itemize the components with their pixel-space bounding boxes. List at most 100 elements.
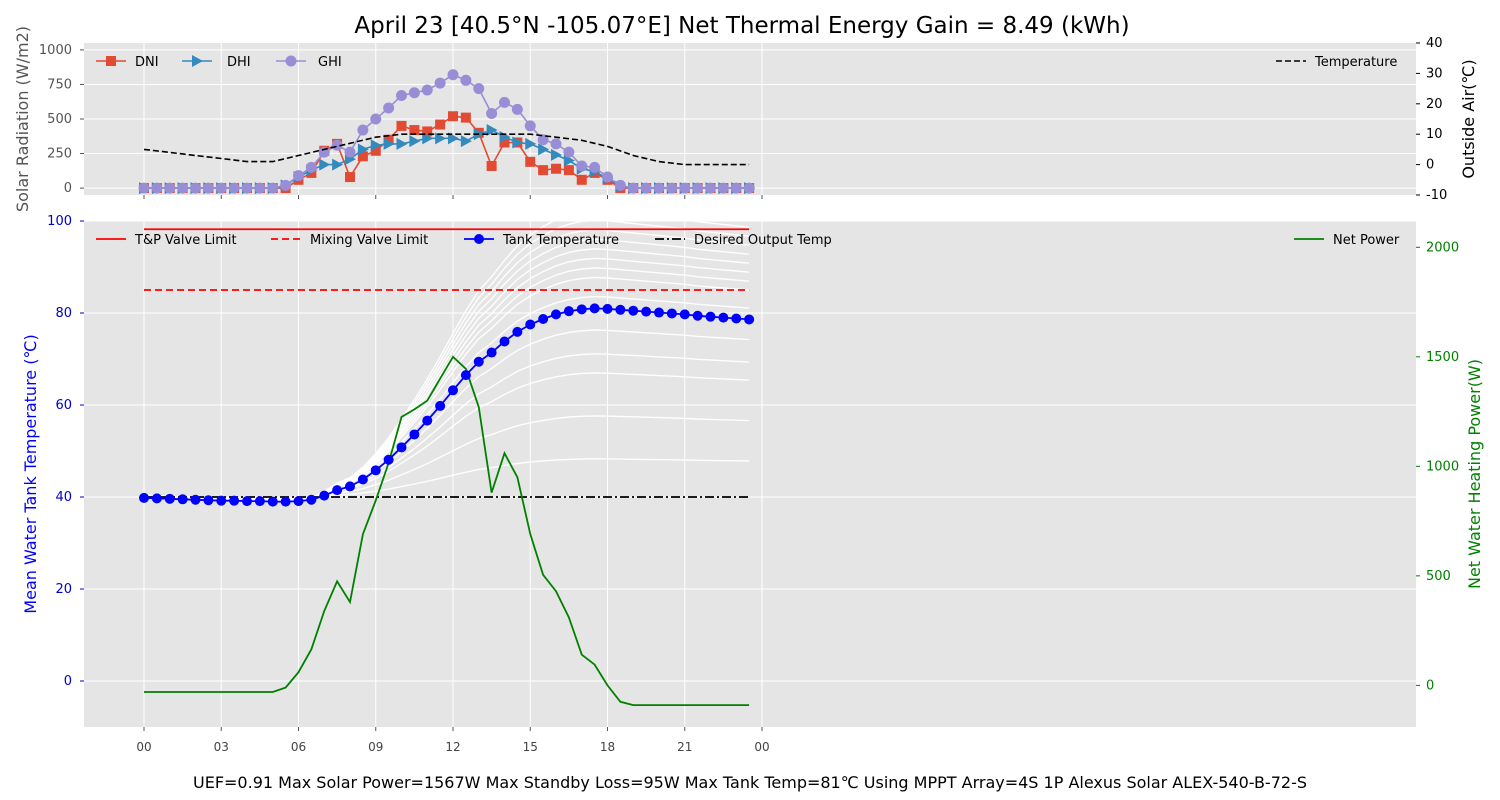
ghi-point (679, 182, 691, 194)
y2-axis-label: Net Water Heating Power(W) (1465, 359, 1484, 589)
tank-temperature-point (512, 326, 523, 337)
tank-temperature-point (679, 309, 690, 320)
ghi-point (743, 182, 755, 194)
dhi-point (422, 132, 434, 145)
tank-temperature-point (280, 496, 291, 507)
tank-temperature-point (396, 442, 407, 453)
tank-panel-axes: 00 03 06 09 12 15 18 21 000204060801000500100015… (21, 214, 1484, 754)
ghi-point (589, 161, 601, 173)
legend-dhi-marker (192, 55, 203, 67)
y-tick-label: 80 (55, 306, 72, 321)
ghi-point (177, 182, 189, 194)
ghi-point (228, 182, 240, 194)
ghi-point (202, 182, 214, 194)
tank-temperature-point (164, 493, 175, 504)
ghi-point (511, 103, 523, 115)
y-tick-label: 1000 (39, 43, 72, 58)
tank-temperature-point (177, 494, 188, 505)
legend-tank-temp-label: Tank Temperature (502, 233, 619, 248)
y-tick-label: 60 (55, 398, 72, 413)
tank-temperature-point (267, 496, 278, 507)
dni-point (525, 156, 536, 167)
tank-temperature-point (435, 400, 446, 411)
y-tick-label: 750 (47, 77, 72, 92)
dhi-point (435, 132, 447, 145)
ghi-point (138, 182, 150, 194)
ghi-point (705, 182, 716, 194)
ghi-point (550, 138, 562, 150)
x-tick-label: 12 (445, 740, 460, 754)
y2-tick-label: 10 (1426, 127, 1443, 142)
ghi-point (627, 182, 639, 194)
legend-net-power-label: Net Power (1333, 233, 1400, 248)
dhi-point (448, 132, 459, 145)
tank-temperature-point (641, 306, 652, 317)
ghi-point (473, 83, 485, 95)
dni-point (448, 111, 458, 122)
solar-panel-axes: 0 250 500 750 1000 -10 0 10 20 30 40 Solar Radiatio… (13, 26, 1478, 212)
tank-temperature-point (460, 370, 471, 381)
tank-temperature-point (448, 385, 458, 396)
tank-temperature-point (409, 429, 420, 440)
ghi-point (280, 179, 292, 191)
y2-tick-label: -10 (1426, 188, 1447, 203)
dhi-point (486, 124, 498, 137)
tank-temperature-point (370, 465, 381, 476)
dni-point (563, 165, 574, 176)
tank-temperature-point (383, 454, 394, 465)
ghi-point (164, 182, 176, 194)
dni-point (370, 145, 381, 156)
dhi-point (370, 139, 382, 152)
tank-panel-background (84, 221, 1416, 727)
ghi-point (396, 90, 407, 102)
ghi-point (460, 74, 472, 86)
dhi-point (538, 143, 550, 156)
tank-temperature-point (422, 415, 433, 426)
tank-temperature-point (563, 306, 574, 317)
tank-temperature-point (216, 495, 227, 506)
ghi-point (524, 120, 536, 132)
dni-point (409, 125, 420, 136)
dhi-point (525, 137, 537, 150)
ghi-point (653, 182, 665, 194)
dni-point (486, 160, 497, 171)
x-tick-label: 15 (523, 740, 538, 754)
tank-temperature-point (473, 356, 484, 367)
ghi-point (151, 182, 163, 194)
dhi-point (332, 158, 344, 171)
ghi-point (576, 160, 588, 172)
ghi-point (331, 139, 343, 151)
legend-dhi-label: DHI (227, 55, 251, 70)
dhi-point (409, 135, 421, 148)
dni-point (499, 137, 510, 148)
tank-panel-series (139, 228, 755, 706)
tank-temperature-point (525, 319, 536, 330)
tank-temperature-point (499, 336, 510, 347)
dni-point (435, 119, 446, 130)
y-tick-label: 20 (55, 582, 72, 597)
ghi-point (614, 179, 626, 191)
y2-tick-label: 40 (1426, 36, 1443, 51)
y2-tick-label: 0 (1426, 678, 1434, 693)
x-tick-label: 03 (214, 740, 229, 754)
tank-temperature-point (538, 313, 549, 324)
dhi-point (319, 158, 331, 171)
tank-temperature-point (357, 474, 368, 485)
x-tick-label: 18 (600, 740, 615, 754)
y2-axis-label: Outside Air(℃) (1459, 59, 1478, 178)
tank-temperature-point (589, 303, 600, 314)
legend-temperature-label: Temperature (1314, 55, 1397, 70)
x-tick-label: 09 (368, 740, 383, 754)
legend-tank-temp-marker (474, 234, 484, 244)
legend-tp-valve-label: T&P Valve Limit (134, 233, 237, 248)
tank-temperature-point (718, 312, 729, 323)
y2-tick-label: 20 (1426, 97, 1443, 112)
dni-point (345, 172, 355, 183)
tank-temperature-point (229, 495, 240, 506)
tank-temperature-point (306, 494, 317, 505)
tank-temperature-point (576, 304, 587, 315)
legend-ghi-marker (285, 55, 297, 67)
dni-point (576, 174, 587, 185)
ghi-point (190, 182, 201, 194)
